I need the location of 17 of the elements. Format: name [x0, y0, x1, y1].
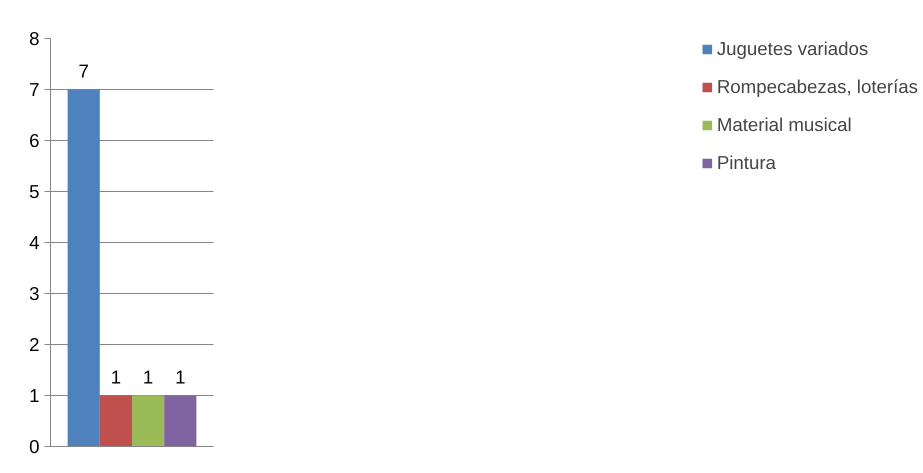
- data-label: 1: [175, 366, 186, 388]
- legend-label: Pintura: [716, 152, 776, 174]
- data-label: 1: [142, 366, 154, 388]
- y-tick-label: 8: [29, 28, 40, 49]
- y-tick-label: 3: [29, 283, 40, 304]
- y-tick-label: 4: [29, 232, 40, 253]
- y-tick-label: 6: [29, 130, 40, 151]
- legend-label: Rompecabezas, loterías: [716, 76, 918, 98]
- data-label: 1: [110, 366, 122, 388]
- legend-label: Juguetes variados: [716, 38, 868, 60]
- legend-label: Material musical: [716, 114, 852, 136]
- y-tick-label: 0: [29, 436, 40, 457]
- y-tick-label: 7: [29, 79, 40, 100]
- y-tick-label: 5: [29, 181, 40, 202]
- y-tick-label: 2: [29, 334, 40, 355]
- y-tick-label: 1: [29, 385, 40, 406]
- data-label: 7: [78, 60, 89, 82]
